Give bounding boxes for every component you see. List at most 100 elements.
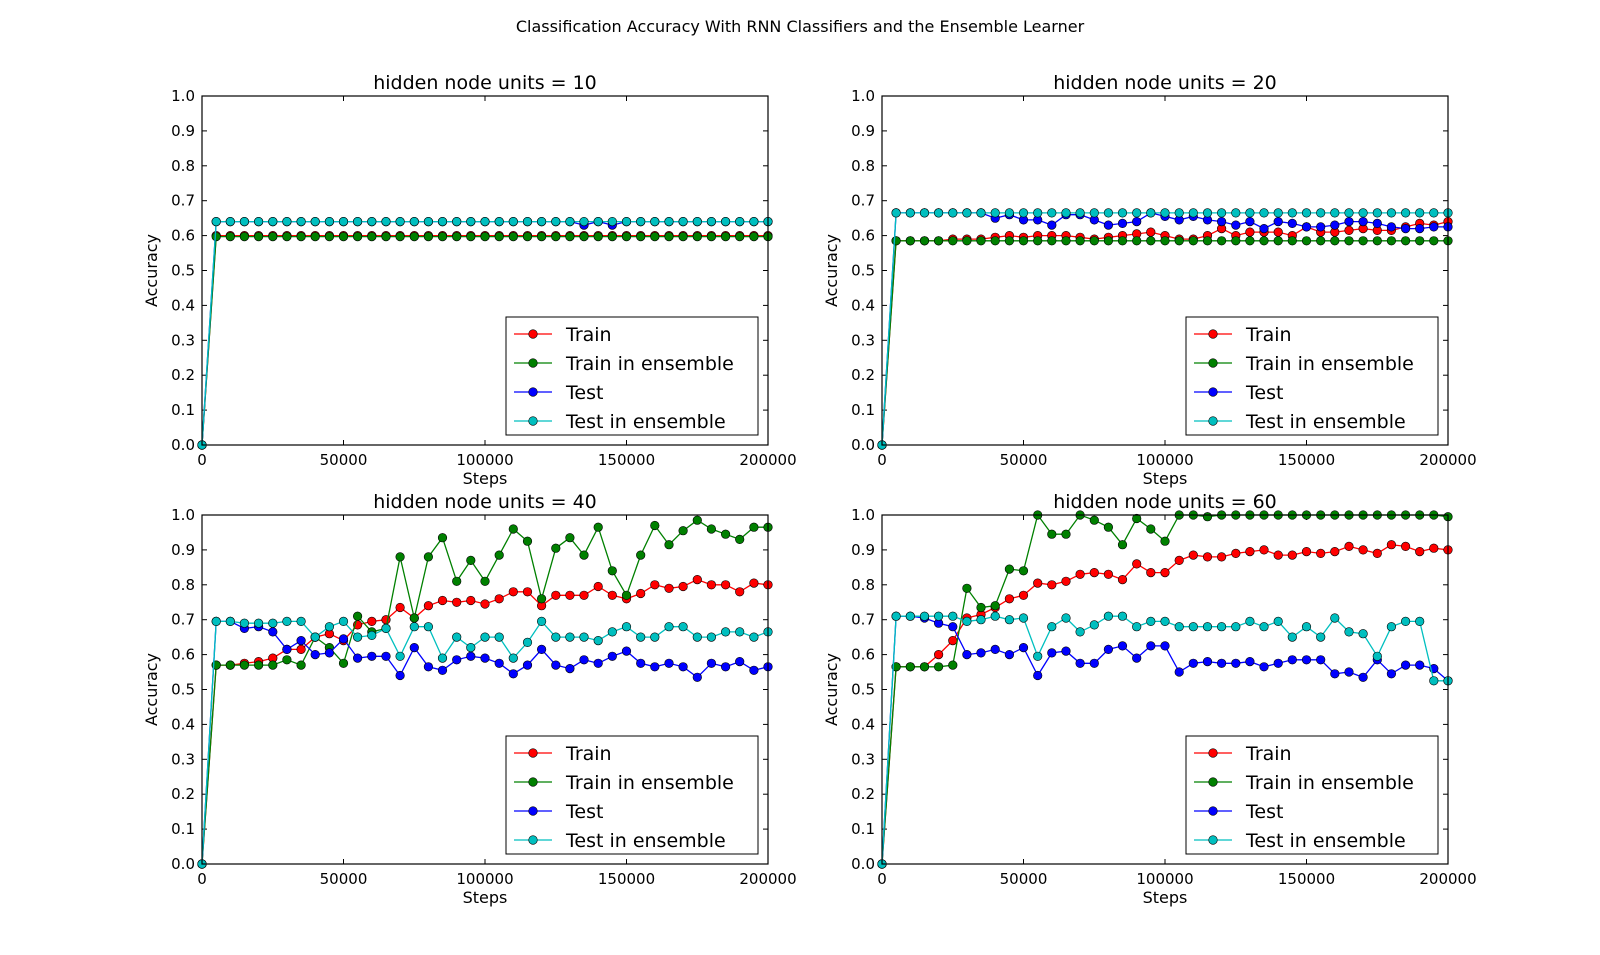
x-tick-label: 50000 [320,451,368,469]
data-point [1004,564,1015,574]
data-point [636,550,646,560]
chart-panel-0: hidden node units = 10 0.0 0.1 0.2 0.3 0.4 0.5… [142,72,797,488]
data-point [933,611,944,621]
data-point [1372,236,1382,246]
data-point [1316,222,1326,232]
data-point [310,632,320,642]
data-point [905,208,915,218]
data-point [338,658,349,668]
axes-frame [201,95,769,446]
data-point [919,611,930,621]
x-tick-label: 200000 [739,451,796,469]
y-tick-label: 0.9 [851,541,875,559]
data-point [1075,569,1085,579]
data-point [1047,648,1057,658]
data-point [976,236,986,246]
y-tick-label: 0.1 [171,820,195,838]
y-tick-label: 0.0 [171,855,195,873]
data-point [310,217,320,227]
series-3 [877,208,1453,450]
legend-label: Train [565,743,612,765]
data-point [948,611,958,621]
series-3 [877,611,1453,869]
data-point [1075,236,1085,246]
series-1 [877,236,1453,450]
data-point [891,208,901,218]
data-point [1400,660,1411,670]
data-point [1061,613,1071,623]
plot-area [877,510,1453,869]
y-tick-label: 0.2 [171,785,195,803]
data-point [636,632,646,642]
data-point [381,623,391,634]
data-point [254,232,264,242]
data-point [1429,208,1439,218]
data-point [296,644,306,655]
data-point [990,601,1000,611]
data-point [962,649,972,660]
data-point [268,232,278,242]
data-point [1301,236,1312,246]
data-point [1316,632,1326,642]
data-point [1358,672,1368,682]
data-point [338,616,349,627]
legend-label: Test [1245,801,1283,823]
data-point [990,236,1000,246]
data-point [636,658,646,668]
data-point [1103,569,1113,579]
data-point [607,627,617,637]
x-axis-label: Steps [463,469,508,488]
data-point [508,587,518,597]
legend-label: Train [1245,743,1292,765]
data-point [1301,208,1312,218]
data-point [1089,567,1099,578]
x-tick-label: 150000 [598,451,655,469]
data-point [1047,236,1057,246]
y-tick-label: 0.6 [171,227,195,245]
data-point [1386,236,1396,246]
data-point [565,590,575,600]
data-point [381,232,391,242]
data-point [494,632,504,642]
data-point [1344,236,1354,246]
data-point [1287,208,1297,218]
data-point [1103,644,1113,655]
legend-box [505,316,759,436]
data-point [1287,655,1297,665]
data-point [990,611,1000,621]
legend-label: Test in ensemble [565,830,726,852]
data-point [565,663,575,674]
data-point [536,644,547,655]
data-point [1047,580,1057,590]
data-point [962,616,972,627]
data-point [1245,217,1255,227]
data-point [607,566,617,576]
y-tick-label: 0.5 [851,681,875,699]
data-point [1429,236,1439,246]
data-point [1061,576,1071,586]
data-point [1259,208,1269,218]
data-point [678,526,688,536]
data-point [494,594,504,604]
data-point [664,232,674,242]
data-point [607,232,617,242]
data-point [1132,208,1142,218]
data-point [579,550,589,560]
data-point [480,599,490,609]
data-point [494,232,504,242]
data-point [296,232,306,242]
data-point [1004,236,1015,246]
series-3 [197,616,773,869]
data-point [367,232,377,242]
data-point [1188,622,1198,632]
data-point [1415,208,1425,218]
chart-panel-1: hidden node units = 20 0.0 0.1 0.2 0.3 0.4 0.5… [822,72,1477,488]
data-point [565,217,575,227]
legend-label: Train [1245,324,1292,346]
data-point [1415,224,1425,234]
data-point [338,634,349,644]
data-point [1216,217,1227,227]
data-point [1188,208,1198,218]
legend-marker [1208,416,1218,426]
data-point [1386,208,1396,218]
